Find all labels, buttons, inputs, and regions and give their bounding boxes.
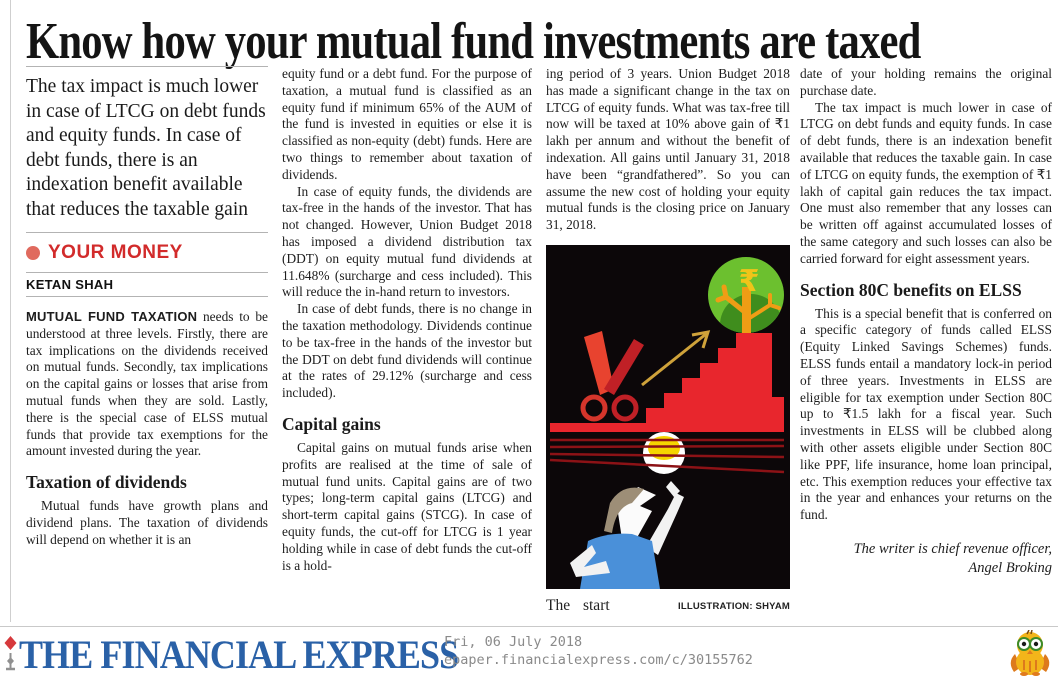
paragraph: equity fund or a debt fund. For the purp… (282, 66, 532, 182)
rupee-icon: ₹ (739, 264, 760, 299)
paragraph: ing period of 3 years. Union Budget 2018… (546, 66, 790, 233)
subhead-taxation-of-dividends: Taxation of dividends (26, 472, 187, 493)
divider (26, 66, 268, 67)
ground-bar (550, 422, 784, 432)
standfirst: The tax impact is much lower in case of … (26, 76, 266, 220)
epaper-meta: Fri, 06 July 2018 epaper.financialexpres… (444, 634, 753, 669)
divider (26, 232, 268, 233)
column-2: equity fund or a debt fund. For the purp… (282, 66, 532, 622)
publication-masthead: THE FINANCIAL EXPRESS (19, 632, 459, 677)
caption-row: The start ILLUSTRATION: SHYAM (546, 597, 790, 615)
paragraph: Capital gains on mutual funds arise when… (282, 439, 532, 573)
writer-attribution: The writer is chief revenue officer, Ang… (800, 540, 1052, 579)
growth-arrow-icon (641, 330, 711, 387)
masthead-ornament-icon (4, 636, 17, 671)
epaper-url: epaper.financialexpress.com/c/30155762 (444, 651, 753, 668)
divider (26, 296, 268, 297)
column-4: date of your holding remains the origina… (800, 66, 1052, 622)
paragraph: date of your holding remains the origina… (800, 66, 1052, 98)
owl-mascot-icon (1010, 630, 1050, 676)
headline: Know how your mutual fund investments ar… (26, 13, 921, 70)
page-edge-rule (10, 0, 11, 622)
tax-illustration: ₹ (546, 244, 790, 589)
section-label: YOUR MONEY (26, 242, 268, 264)
subhead-section-80c: Section 80C benefits on ELSS (800, 279, 1022, 300)
paragraph-text: needs to be understood at three levels. … (26, 309, 268, 459)
column-1: The tax impact is much lower in case of … (26, 66, 268, 622)
publication-date: Fri, 06 July 2018 (444, 634, 583, 650)
divider (26, 272, 268, 273)
scissors-icon (580, 330, 644, 422)
paragraph: This is a special benefit that is confer… (800, 305, 1052, 523)
epaper-footer: THE FINANCIAL EXPRESS Fri, 06 July 2018 … (0, 630, 1058, 677)
subhead-capital-gains: Capital gains (282, 413, 381, 434)
paragraph: In case of debt funds, there is no chang… (282, 301, 532, 401)
paragraph: The tax impact is much lower in case of … (800, 99, 1052, 266)
illustration-image: ₹ (546, 244, 790, 594)
footer-divider (0, 626, 1058, 627)
bullet-icon (26, 246, 40, 260)
investor-figure (570, 480, 684, 589)
section-title: YOUR MONEY (48, 242, 183, 263)
paragraph: MUTUAL FUND TAXATION needs to be underst… (26, 309, 268, 460)
column-3: ing period of 3 years. Union Budget 2018… (546, 66, 790, 622)
paragraph: In case of equity funds, the dividends a… (282, 183, 532, 300)
illustration-caption: The start (546, 596, 610, 614)
attribution-line: The writer is chief revenue officer, (853, 540, 1052, 557)
paragraph: Mutual funds have growth plans and divid… (26, 498, 268, 547)
staircase (646, 332, 784, 423)
byline: KETAN SHAH (26, 277, 114, 292)
lead-in: MUTUAL FUND TAXATION (26, 309, 198, 324)
attribution-line: Angel Broking (968, 560, 1052, 577)
illustration-credit: ILLUSTRATION: SHYAM (678, 600, 790, 612)
